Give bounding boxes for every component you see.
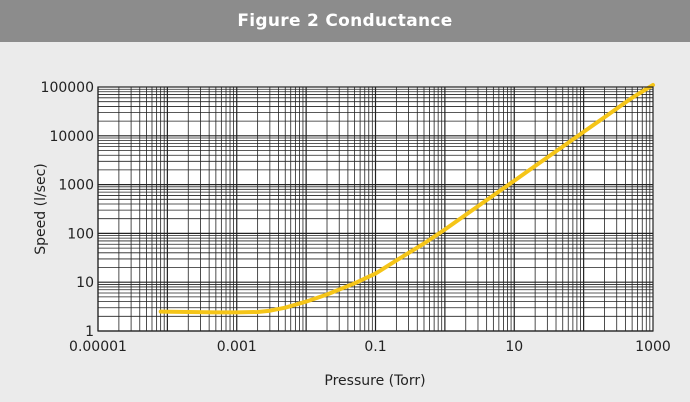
- series-group: [158, 83, 655, 315]
- y-tick-label: 1000: [58, 178, 94, 194]
- figure-title: Figure 2 Conductance: [237, 11, 453, 31]
- x-axis-label: Pressure (Torr): [324, 373, 425, 389]
- x-tick-label: 0.00001: [69, 339, 127, 355]
- figure-title-bar: Figure 2 Conductance: [0, 0, 690, 42]
- y-tick-label: 100000: [41, 80, 94, 96]
- plot-frame: [97, 86, 654, 332]
- y-tick-label: 10000: [49, 129, 94, 145]
- y-axis-label: Speed (l/sec): [33, 163, 49, 254]
- y-tick-label: 10: [76, 275, 94, 291]
- series-line: [158, 83, 655, 315]
- grid-lines: [97, 87, 653, 332]
- tick-labels: 0.00001 0.001 0.1 10 1000 1 10 100 1000 10000 1000…: [41, 80, 671, 355]
- x-tick-label: 1000: [635, 339, 671, 355]
- y-tick-label: 1: [85, 324, 94, 340]
- y-tick-label: 100: [67, 226, 94, 242]
- x-tick-label: 0.001: [217, 339, 257, 355]
- x-tick-label: 0.1: [364, 339, 386, 355]
- x-tick-label: 10: [505, 339, 523, 355]
